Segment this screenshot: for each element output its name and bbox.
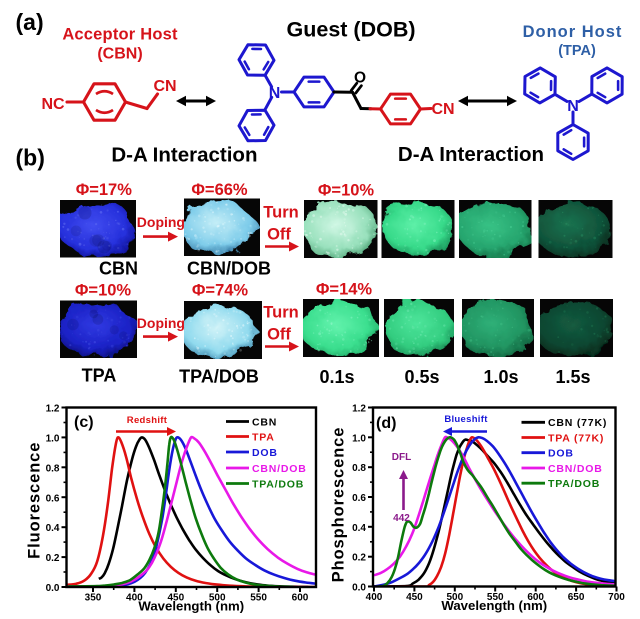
svg-text:(CBN): (CBN) xyxy=(97,46,142,63)
svg-text:0.8: 0.8 xyxy=(46,463,60,474)
svg-text:TPA: TPA xyxy=(82,366,117,386)
svg-text:650: 650 xyxy=(568,592,585,603)
svg-text:0.5s: 0.5s xyxy=(404,367,439,387)
svg-text:700: 700 xyxy=(608,592,625,603)
svg-text:400: 400 xyxy=(366,592,383,603)
svg-text:1.5s: 1.5s xyxy=(555,367,590,387)
svg-text:Wavelength (nm): Wavelength (nm) xyxy=(441,598,547,613)
svg-text:1.0: 1.0 xyxy=(46,433,60,444)
svg-text:Φ=10%: Φ=10% xyxy=(318,182,375,200)
svg-text:442: 442 xyxy=(393,513,410,524)
svg-text:(TPA): (TPA) xyxy=(558,43,596,59)
svg-text:DFL: DFL xyxy=(392,452,411,463)
svg-text:TPA (77K): TPA (77K) xyxy=(548,432,604,444)
svg-text:0.1s: 0.1s xyxy=(319,367,354,387)
svg-text:0.6: 0.6 xyxy=(352,493,366,504)
svg-text:(d): (d) xyxy=(376,415,396,432)
svg-text:1.2: 1.2 xyxy=(352,404,366,415)
svg-text:TPA/DOB: TPA/DOB xyxy=(548,478,600,490)
svg-text:NC: NC xyxy=(42,96,66,113)
svg-text:(c): (c) xyxy=(74,414,94,431)
svg-text:500: 500 xyxy=(209,593,226,604)
svg-text:Φ=17%: Φ=17% xyxy=(76,181,133,199)
svg-text:450: 450 xyxy=(167,593,184,604)
svg-text:Φ=14%: Φ=14% xyxy=(316,281,373,299)
svg-text:0.4: 0.4 xyxy=(352,523,366,534)
svg-text:Fluorescence: Fluorescence xyxy=(26,442,44,559)
svg-text:D-A Interaction: D-A Interaction xyxy=(111,144,257,167)
svg-text:D-A Interaction: D-A Interaction xyxy=(398,143,544,166)
svg-text:0.0: 0.0 xyxy=(352,583,366,594)
svg-text:CBN: CBN xyxy=(99,259,138,279)
svg-text:Off: Off xyxy=(267,326,291,344)
svg-text:CBN: CBN xyxy=(252,416,277,428)
svg-text:Guest (DOB): Guest (DOB) xyxy=(287,18,416,42)
svg-text:Off: Off xyxy=(267,226,291,244)
svg-text:600: 600 xyxy=(527,592,544,603)
svg-text:500: 500 xyxy=(446,592,463,603)
svg-text:Turn: Turn xyxy=(263,304,298,322)
svg-text:Blueshift: Blueshift xyxy=(444,414,488,425)
svg-text:0.4: 0.4 xyxy=(46,523,60,534)
svg-text:400: 400 xyxy=(126,593,143,604)
svg-text:350: 350 xyxy=(85,593,102,604)
svg-text:(a): (a) xyxy=(16,9,44,35)
svg-text:Phosphorescence: Phosphorescence xyxy=(330,427,348,583)
svg-text:N: N xyxy=(269,85,281,102)
svg-text:CBN/DOB: CBN/DOB xyxy=(548,463,603,475)
svg-text:Wavelength (nm): Wavelength (nm) xyxy=(138,599,244,614)
svg-text:Doping: Doping xyxy=(137,315,185,331)
svg-text:0.2: 0.2 xyxy=(46,553,60,564)
svg-text:TPA/DOB: TPA/DOB xyxy=(252,478,304,490)
svg-text:1.0s: 1.0s xyxy=(483,367,518,387)
svg-text:Φ=66%: Φ=66% xyxy=(191,181,248,199)
svg-text:CN: CN xyxy=(432,101,455,118)
svg-text:0.8: 0.8 xyxy=(352,463,366,474)
svg-text:0.0: 0.0 xyxy=(46,583,60,594)
svg-text:Φ=74%: Φ=74% xyxy=(192,282,249,300)
svg-text:Doping: Doping xyxy=(137,214,185,230)
svg-text:CBN (77K): CBN (77K) xyxy=(548,417,607,429)
svg-text:N: N xyxy=(567,98,579,115)
svg-text:Turn: Turn xyxy=(263,204,298,222)
svg-text:TPA/DOB: TPA/DOB xyxy=(179,367,259,387)
svg-text:0.6: 0.6 xyxy=(46,493,60,504)
svg-text:Acceptor Host: Acceptor Host xyxy=(62,26,178,44)
svg-text:(b): (b) xyxy=(16,145,45,171)
svg-text:TPA: TPA xyxy=(252,431,275,443)
svg-text:1.0: 1.0 xyxy=(352,433,366,444)
svg-text:Redshift: Redshift xyxy=(127,415,168,426)
svg-text:O: O xyxy=(354,70,366,87)
svg-text:Donor Host: Donor Host xyxy=(523,23,623,41)
svg-text:CBN/DOB: CBN/DOB xyxy=(187,259,271,279)
svg-text:CN: CN xyxy=(154,78,177,95)
svg-text:450: 450 xyxy=(406,592,423,603)
svg-text:DOB: DOB xyxy=(548,448,574,460)
svg-text:0.2: 0.2 xyxy=(352,553,366,564)
svg-text:550: 550 xyxy=(487,592,504,603)
svg-text:600: 600 xyxy=(292,593,309,604)
svg-text:Φ=10%: Φ=10% xyxy=(75,282,132,300)
svg-text:550: 550 xyxy=(250,593,267,604)
svg-text:CBN/DOB: CBN/DOB xyxy=(252,463,307,475)
svg-text:1.2: 1.2 xyxy=(46,404,60,415)
svg-text:DOB: DOB xyxy=(252,447,278,459)
